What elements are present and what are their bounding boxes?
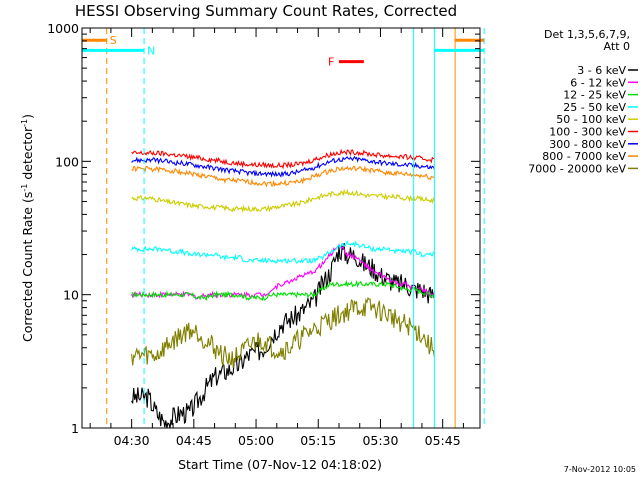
plot-frame <box>81 27 481 429</box>
legend-label-50-100-kev: 50 - 100 keV <box>556 113 626 126</box>
series-line-7000-20000-kev <box>131 296 435 368</box>
y-axis-label-part-2: detector <box>20 126 35 184</box>
x-tick-label: 05:00 <box>238 433 274 448</box>
flag-label-s: S <box>110 34 117 47</box>
legend-label-6-12-kev: 6 - 12 keV <box>570 76 626 89</box>
y-axis-label-exponent-1: -1 <box>20 184 29 192</box>
series-line-800-7000-kev <box>131 165 435 188</box>
y-axis-label: Corrected Count Rate (s-1 detector-1) <box>20 114 35 342</box>
x-tick-label: 05:45 <box>425 433 461 448</box>
legend-label-3-6-kev: 3 - 6 keV <box>577 64 626 77</box>
axes: 1 10 100 1000 04:30 04:45 05:00 05:15 05:30 05:45 <box>47 21 481 448</box>
y-axis-label-exponent-2: -1 <box>20 119 29 127</box>
legend-header-line-2: Att 0 <box>604 40 630 53</box>
x-axis-label: Start Time (07-Nov-12 04:18:02) <box>178 457 382 472</box>
series-line-3-6-kev <box>131 243 435 429</box>
flag-label-f: F <box>328 56 334 69</box>
series-line-50-100-kev <box>131 188 435 214</box>
chart-title: HESSI Observing Summary Count Rates, Cor… <box>75 2 457 20</box>
footer-date: 7-Nov-2012 10:05 <box>564 465 636 474</box>
legend-label-100-300-kev: 100 - 300 keV <box>549 126 626 139</box>
y-axis-label-part-1: Corrected Count Rate (s <box>20 192 35 342</box>
legend-label-25-50-kev: 25 - 50 keV <box>563 101 626 114</box>
series-line-12-25-kev <box>131 279 435 302</box>
y-tick-label: 10 <box>63 288 79 303</box>
series-line-25-50-kev <box>131 240 435 264</box>
series-line-100-300-kev <box>131 148 435 170</box>
y-tick-label: 1 <box>71 421 79 436</box>
legend-label-300-800-kev: 300 - 800 keV <box>549 138 626 151</box>
x-tick-label: 05:30 <box>362 433 398 448</box>
series-group <box>131 148 435 429</box>
legend-label-7000-20000-kev: 7000 - 20000 keV <box>528 162 626 175</box>
legend-label-12-25-kev: 12 - 25 keV <box>563 89 626 102</box>
legend-header-line-1: Det 1,3,5,6,7,9, <box>544 28 630 41</box>
x-tick-label: 04:45 <box>176 433 212 448</box>
flag-label-n: N <box>147 44 155 57</box>
legend-label-800-7000-kev: 800 - 7000 keV <box>542 150 626 163</box>
y-tick-label: 1000 <box>47 21 79 36</box>
series-line-300-800-kev <box>131 155 435 178</box>
flag-group: S N F <box>81 34 485 69</box>
marker-group <box>106 28 485 428</box>
y-tick-label: 100 <box>55 154 79 169</box>
y-axis-label-part-3: ) <box>20 114 35 119</box>
x-tick-label: 04:30 <box>114 433 150 448</box>
x-tick-label: 05:15 <box>300 433 336 448</box>
